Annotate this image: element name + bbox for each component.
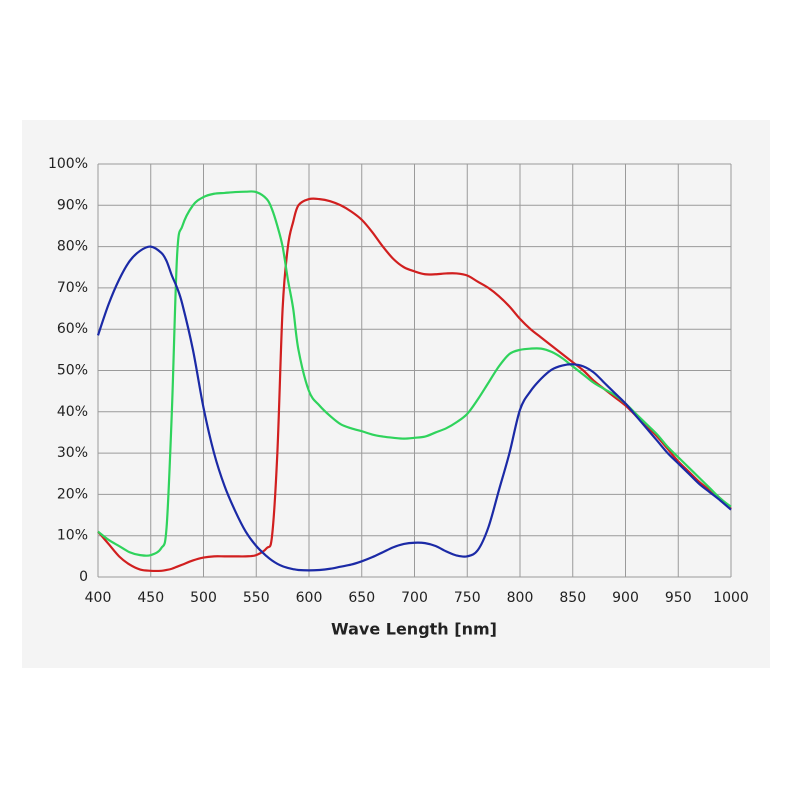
x-tick-label: 600 [296, 590, 323, 606]
y-tick-label: 30% [57, 445, 88, 461]
x-tick-label: 650 [348, 590, 375, 606]
series-line [96, 245, 732, 572]
y-tick-label: 90% [57, 197, 88, 213]
y-tick-label: 10% [57, 528, 88, 544]
x-tick-label: 700 [401, 590, 428, 606]
x-tick-label: 550 [243, 590, 270, 606]
x-tick-label: 850 [559, 590, 586, 606]
y-tick-label: 40% [57, 404, 88, 420]
y-tick-label: 0 [79, 569, 88, 585]
x-tick-label: 750 [454, 590, 481, 606]
y-tick-label: 20% [57, 486, 88, 502]
x-tick-label: 800 [507, 590, 534, 606]
x-tick-label: 900 [612, 590, 639, 606]
x-tick-label: 500 [190, 590, 217, 606]
y-tick-label: 100% [48, 156, 88, 172]
x-tick-label: 400 [85, 590, 112, 606]
x-axis-label: Wave Length [nm] [331, 620, 497, 639]
x-tick-label: 1000 [713, 590, 749, 606]
y-tick-label: 80% [57, 239, 88, 255]
x-tick-label: 450 [137, 590, 164, 606]
y-tick-label: 70% [57, 280, 88, 296]
chart-panel [22, 120, 770, 668]
x-tick-label: 950 [665, 590, 692, 606]
series-line [97, 190, 732, 557]
y-tick-label: 60% [57, 321, 88, 337]
series-line [97, 197, 732, 573]
y-tick-label: 50% [57, 363, 88, 379]
